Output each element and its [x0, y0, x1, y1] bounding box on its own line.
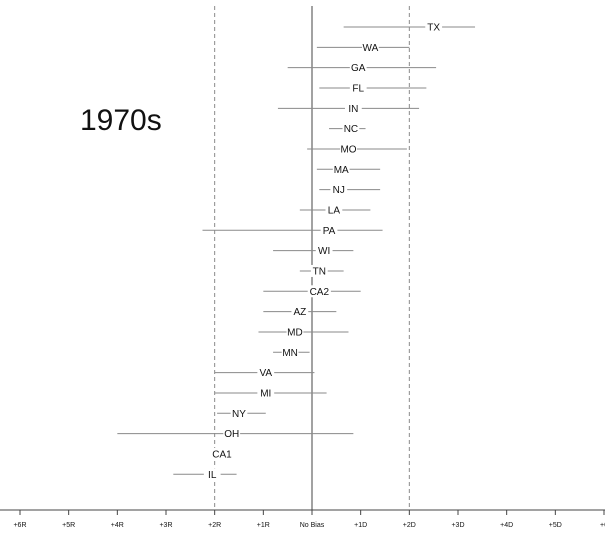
x-tick-label: +1R: [257, 522, 270, 529]
label-background: [342, 122, 360, 135]
x-tick-label: +2D: [403, 522, 416, 529]
point-label-pa: PA: [323, 226, 336, 237]
label-background: [307, 285, 331, 298]
x-tick-label: +1D: [354, 522, 367, 529]
point-label-oh: OH: [224, 429, 239, 440]
label-background: [230, 407, 248, 420]
label-background: [332, 163, 350, 176]
label-background: [210, 447, 234, 460]
x-tick-label: +5D: [549, 522, 562, 529]
point-label-tn: TN: [313, 266, 326, 277]
x-tick-label: +4R: [111, 522, 124, 529]
point-label-md: MD: [287, 327, 303, 338]
point-label-fl: FL: [352, 83, 364, 94]
label-background: [340, 142, 357, 155]
x-tick-label: +5R: [62, 522, 75, 529]
label-background: [320, 224, 338, 237]
x-tick-label: +6: [600, 522, 605, 529]
x-tick-label: +6R: [13, 522, 26, 529]
point-label-ca1: CA1: [212, 449, 232, 460]
x-tick-label: +2R: [208, 522, 221, 529]
point-label-ny: NY: [232, 409, 246, 420]
chart-title: 1970s: [80, 104, 162, 137]
label-background: [344, 102, 362, 115]
point-label-ma: MA: [334, 165, 349, 176]
label-background: [362, 41, 379, 54]
point-label-ga: GA: [351, 63, 366, 74]
point-label-mi: MI: [260, 388, 271, 399]
x-tick-label: No Bias: [300, 522, 325, 529]
x-tick-label: +3R: [159, 522, 172, 529]
point-label-az: AZ: [293, 307, 306, 318]
label-background: [310, 264, 328, 277]
label-background: [281, 346, 299, 359]
label-background: [349, 61, 367, 74]
point-label-mn: MN: [282, 348, 298, 359]
point-label-la: LA: [328, 205, 341, 216]
label-background: [330, 183, 348, 196]
point-label-va: VA: [259, 368, 272, 379]
point-label-nj: NJ: [333, 185, 345, 196]
label-background: [349, 81, 367, 94]
x-tick-label: +4D: [500, 522, 513, 529]
label-background: [291, 305, 309, 318]
point-label-in: IN: [348, 104, 358, 115]
x-tick-label: +3D: [451, 522, 464, 529]
label-background: [223, 427, 241, 440]
label-background: [203, 468, 221, 481]
point-label-tx: TX: [427, 23, 440, 34]
point-label-nc: NC: [344, 124, 358, 135]
label-background: [257, 386, 275, 399]
point-label-il: IL: [208, 470, 217, 481]
label-background: [286, 325, 304, 338]
point-label-wi: WI: [318, 246, 330, 257]
label-background: [425, 21, 443, 33]
point-label-wa: WA: [363, 43, 379, 54]
label-background: [315, 244, 333, 257]
label-background: [325, 203, 343, 216]
point-label-ca2: CA2: [310, 287, 330, 298]
point-label-mo: MO: [340, 144, 356, 155]
label-background: [257, 366, 275, 379]
